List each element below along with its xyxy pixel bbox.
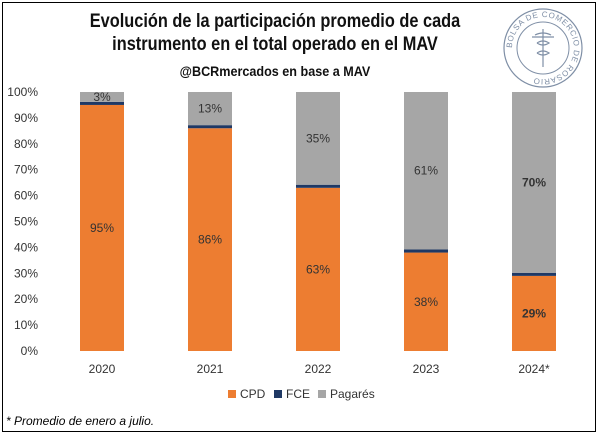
bcr-seal-logo: BOLSA DE COMERCIO DE ROSARIO — [503, 8, 583, 88]
bar-fce — [188, 125, 232, 129]
data-label: 29% — [522, 306, 546, 320]
legend: CPD FCE Pagarés — [228, 387, 375, 401]
y-tick-label: 60% — [14, 189, 38, 203]
x-tick-label: 2021 — [197, 362, 224, 376]
bar-fce — [296, 184, 340, 188]
y-tick-label: 10% — [14, 318, 38, 332]
data-label: 3% — [93, 90, 111, 104]
chart-subtitle: @BCRmercados en base a MAV — [179, 63, 371, 79]
data-label: 35% — [306, 131, 330, 145]
data-label: 86% — [198, 233, 222, 247]
y-axis: 0% 10% 20% 30% 40% 50% 60% 70% 80% 90% 100% — [7, 85, 38, 358]
y-tick-label: 30% — [14, 266, 38, 280]
legend-swatch — [274, 390, 282, 398]
y-tick-label: 20% — [14, 292, 38, 306]
bar-fce — [80, 101, 124, 105]
x-tick-label: 2023 — [413, 362, 440, 376]
x-axis: 2020 2021 2022 2023 2024* — [89, 362, 550, 376]
data-label: 38% — [414, 295, 438, 309]
bars — [80, 92, 556, 351]
bar-pagar-s — [80, 92, 124, 102]
legend-swatch — [318, 390, 326, 398]
chart-title-line-1: Evolución de la participación promedio d… — [89, 11, 461, 32]
bar-fce — [404, 249, 448, 253]
y-tick-label: 0% — [21, 344, 39, 358]
legend-label: FCE — [286, 387, 310, 401]
bar-pagar-s — [188, 92, 232, 126]
data-label: 61% — [414, 164, 438, 178]
data-label: 63% — [306, 262, 330, 276]
chart-title: Evolución de la participación promedio d… — [73, 10, 477, 56]
y-tick-label: 80% — [14, 137, 38, 151]
data-labels: 95% 3% 86% 13% 63% 35% 38% 61% 29% 70% — [90, 90, 546, 321]
x-tick-label: 2024* — [518, 362, 550, 376]
y-tick-label: 50% — [14, 215, 38, 229]
caduceus-icon — [532, 29, 554, 67]
data-label: 13% — [198, 102, 222, 116]
data-label: 95% — [90, 221, 114, 235]
bar-cpd — [80, 104, 124, 351]
bar-pagar-s — [512, 92, 556, 273]
data-label: 70% — [522, 175, 546, 189]
x-tick-label: 2022 — [305, 362, 332, 376]
legend-label: Pagarés — [330, 387, 375, 401]
bar-cpd — [296, 187, 340, 351]
bar-fce — [512, 272, 556, 276]
chart-title-line-2: instrumento en el total operado en el MA… — [112, 34, 438, 55]
bar-cpd — [404, 252, 448, 351]
x-tick-label: 2020 — [89, 362, 116, 376]
legend-label: CPD — [240, 387, 266, 401]
y-tick-label: 90% — [14, 111, 38, 125]
y-tick-label: 40% — [14, 240, 38, 254]
footnote: * Promedio de enero a julio. — [6, 414, 155, 428]
bar-cpd — [512, 275, 556, 351]
bar-pagar-s — [296, 92, 340, 185]
y-tick-label: 70% — [14, 163, 38, 177]
y-tick-label: 100% — [7, 85, 38, 99]
bar-cpd — [188, 128, 232, 351]
bar-pagar-s — [404, 92, 448, 250]
legend-swatch — [228, 390, 236, 398]
